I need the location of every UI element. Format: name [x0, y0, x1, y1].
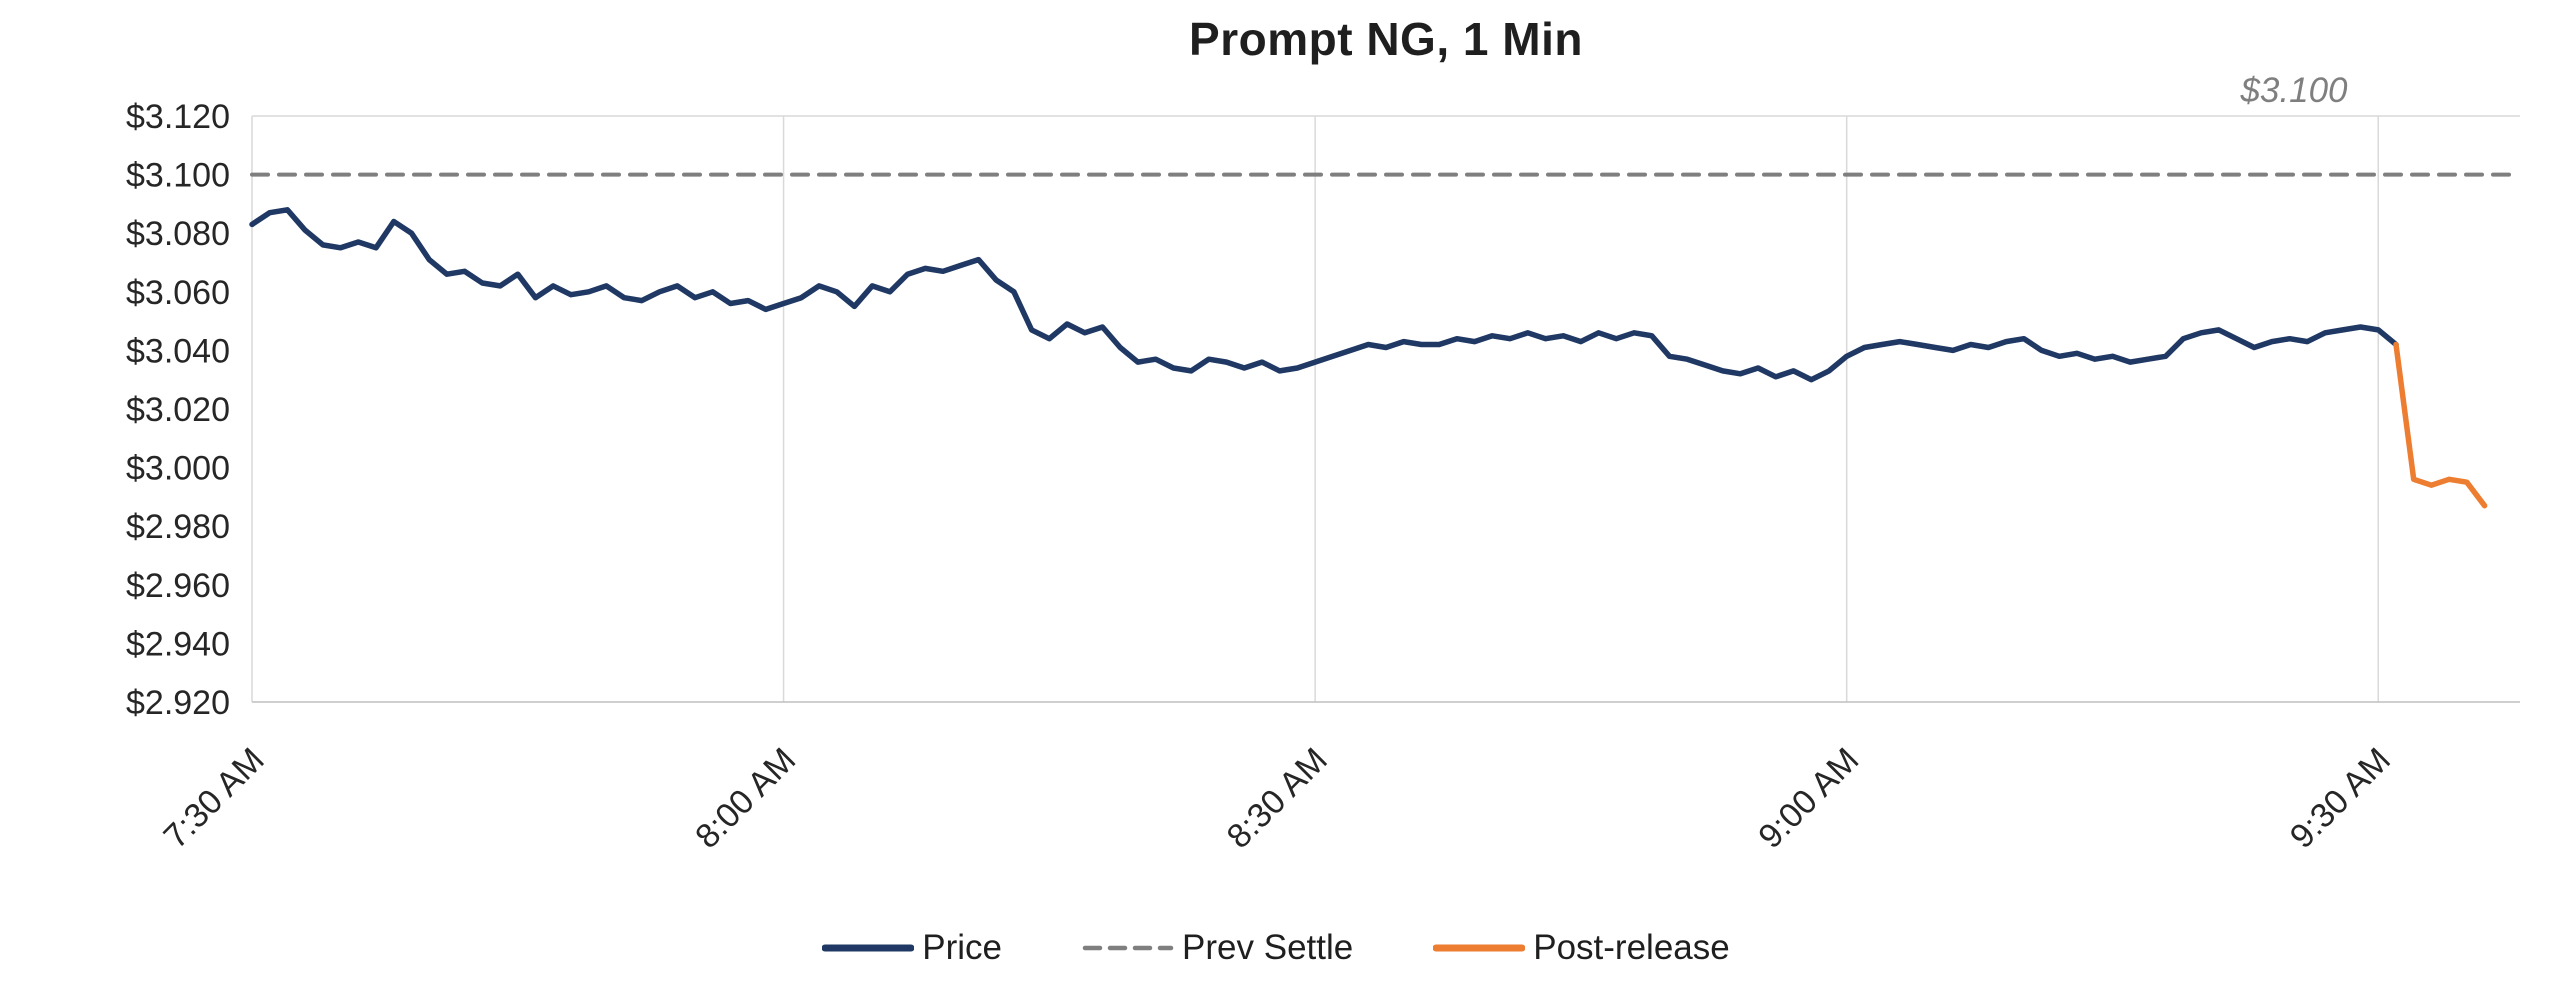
x-axis-tick-label: 8:30 AM	[1220, 741, 1335, 856]
y-axis-tick-label: $3.000	[126, 450, 230, 488]
prev-settle-value-annotation: $3.100	[2239, 71, 2348, 110]
y-axis-tick-label: $2.960	[126, 567, 230, 605]
x-axis-tick-label: 9:30 AM	[2283, 741, 2398, 856]
x-axis-tick-label: 8:00 AM	[688, 741, 803, 856]
legend-item-price: Price	[822, 928, 1002, 968]
y-axis-tick-label: $2.920	[126, 684, 230, 722]
legend-item-prev-settle: Prev Settle	[1082, 928, 1353, 968]
chart-legend: Price Prev Settle Post-release	[0, 928, 2552, 968]
y-axis-tick-label: $2.940	[126, 625, 230, 663]
legend-sample-price-line-icon	[822, 944, 915, 952]
y-axis-tick-label: $3.060	[126, 274, 230, 312]
y-axis-tick-label: $3.080	[126, 215, 230, 253]
chart-title: Prompt NG, 1 Min	[1189, 13, 1583, 65]
legend-item-post-release: Post-release	[1433, 928, 1730, 968]
y-axis-tick-label: $2.980	[126, 508, 230, 546]
y-axis-tick-label: $3.120	[126, 98, 230, 136]
legend-sample-post-release-line-icon	[1433, 944, 1526, 952]
y-axis-tick-label: $3.100	[126, 157, 230, 195]
x-axis-tick-label: 9:00 AM	[1751, 741, 1866, 856]
x-axis-tick-label: 7:30 AM	[157, 741, 272, 856]
y-axis-tick-label: $3.040	[126, 332, 230, 370]
series-line-price	[249, 207, 2399, 383]
series-line-post-release	[2393, 341, 2488, 509]
y-axis-tick-label: $3.020	[126, 391, 230, 429]
chart-canvas: $3.120 $3.100 $3.080 $3.060 $3.040 $3.020 $3.0…	[126, 71, 2522, 856]
legend-label-prev-settle: Prev Settle	[1182, 928, 1354, 967]
legend-sample-prev-settle-line-icon	[1082, 945, 1174, 951]
legend-label-price: Price	[922, 928, 1003, 967]
legend-label-post-release: Post-release	[1533, 928, 1730, 967]
